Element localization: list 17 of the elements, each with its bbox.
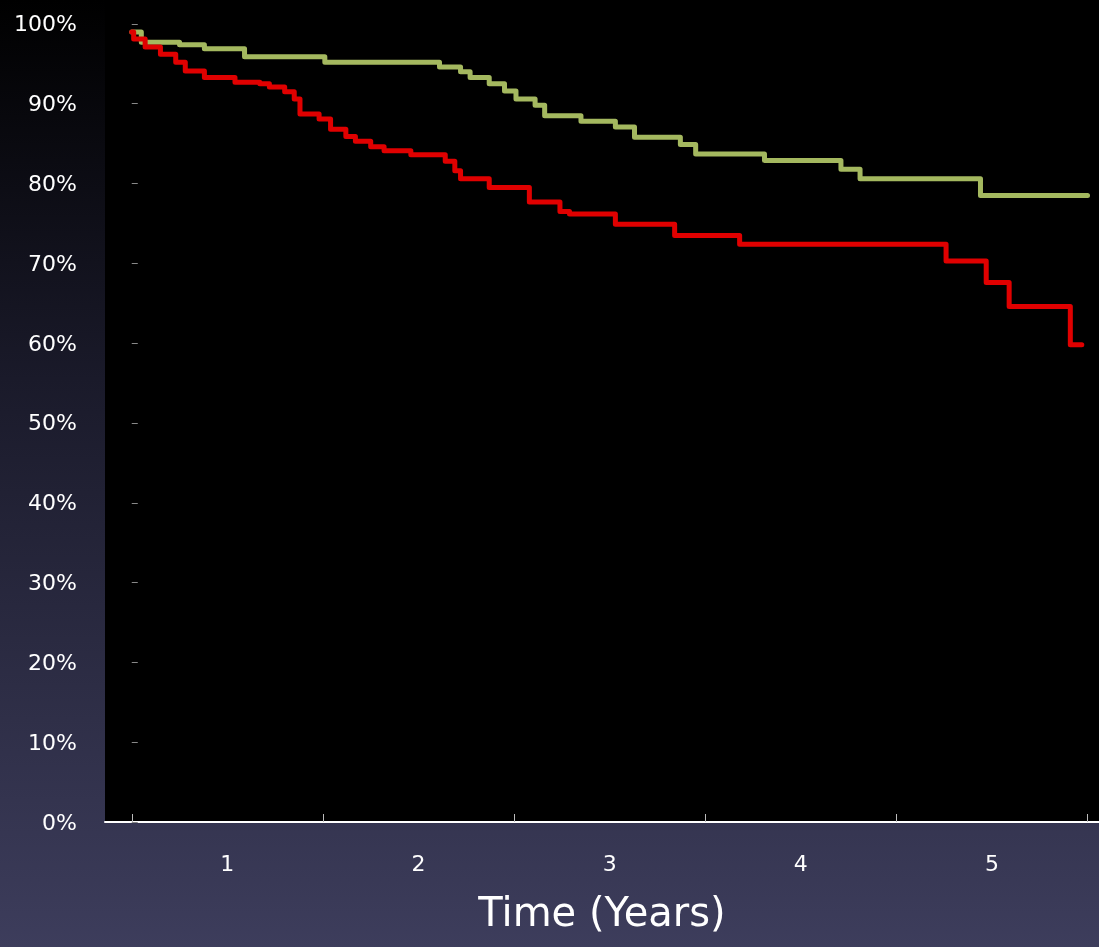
y-tick-label: 100% bbox=[14, 11, 77, 37]
y-tick-label: 30% bbox=[28, 570, 77, 596]
x-tick-label: 5 bbox=[984, 850, 999, 876]
x-tick-label: 3 bbox=[602, 850, 617, 876]
y-tick-label: 80% bbox=[28, 171, 77, 197]
y-tick-label: 10% bbox=[28, 729, 77, 755]
x-tick-label: 1 bbox=[220, 850, 235, 876]
y-tick-label: 70% bbox=[28, 250, 77, 276]
x-axis-title: Time (Years) bbox=[477, 889, 726, 935]
x-tick-label: 4 bbox=[793, 850, 808, 876]
y-tick-label: 20% bbox=[28, 649, 77, 675]
y-tick-label: 0% bbox=[42, 809, 77, 835]
y-tick-label: 50% bbox=[28, 410, 77, 436]
y-tick-label: 90% bbox=[28, 91, 77, 117]
y-tick-label: 60% bbox=[28, 330, 77, 356]
y-tick-label: 40% bbox=[28, 490, 77, 516]
x-tick-label: 2 bbox=[411, 850, 426, 876]
